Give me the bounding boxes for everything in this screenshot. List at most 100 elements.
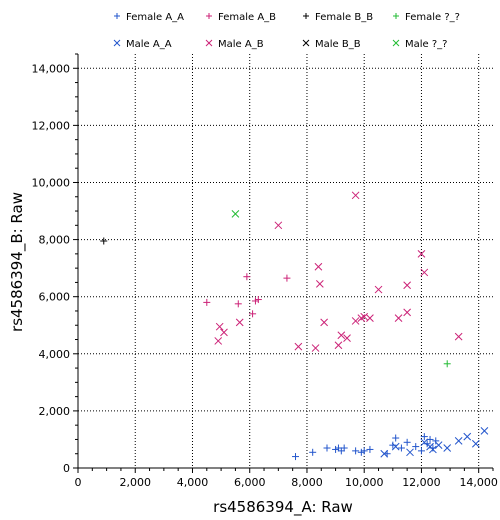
- data-point: [320, 318, 328, 327]
- data-point: [480, 427, 489, 435]
- data-point: [311, 344, 320, 352]
- data-point: [292, 453, 300, 461]
- data-point: [403, 438, 411, 446]
- data-point: [392, 434, 400, 442]
- legend-marker: [302, 39, 310, 47]
- data-point: [323, 444, 331, 452]
- data-point: [234, 300, 242, 308]
- data-point: [443, 444, 452, 452]
- data-point: [274, 221, 283, 230]
- grid: [78, 54, 493, 468]
- data-point: [380, 449, 389, 458]
- data-point: [360, 312, 369, 321]
- data-point: [283, 274, 291, 282]
- data-points: [100, 191, 489, 461]
- data-point: [366, 445, 374, 453]
- data-point: [332, 445, 340, 453]
- data-point: [389, 441, 397, 449]
- data-point: [337, 331, 346, 340]
- data-point: [249, 310, 257, 318]
- legend: Female A_A Female A_B Female B_B Female ?_?…: [113, 12, 460, 50]
- legend-label: Female ?_?: [405, 12, 460, 23]
- data-point: [215, 322, 224, 331]
- data-point: [203, 298, 211, 306]
- x-tick-label: 10,000: [345, 476, 384, 489]
- x-tick-label: 8,000: [291, 476, 323, 489]
- data-point: [340, 444, 348, 452]
- y-tick-label: 10,000: [32, 176, 71, 189]
- ticks: 0 2,000 4,000 6,000 8,000 10,000 12,000 14,000 0…: [32, 53, 498, 489]
- legend-label: Female A_B: [218, 12, 276, 23]
- x-tick-label: 12,000: [402, 476, 441, 489]
- y-tick-label: 0: [63, 462, 70, 475]
- data-point: [235, 318, 244, 327]
- data-point: [463, 432, 472, 441]
- data-point: [366, 314, 374, 322]
- data-point: [374, 285, 383, 294]
- data-point: [357, 448, 365, 456]
- data-point: [314, 262, 323, 271]
- legend-item: Male A_A: [113, 39, 172, 50]
- data-point: [243, 273, 251, 281]
- data-point: [352, 447, 360, 455]
- data-point: [220, 328, 228, 337]
- data-point: [420, 438, 429, 447]
- y-axis-label: rs4586394_B: Raw: [8, 192, 27, 332]
- legend-item: Female ?_?: [393, 12, 460, 23]
- legend-label: Female B_B: [315, 12, 373, 23]
- data-point: [309, 448, 317, 456]
- data-point: [471, 439, 480, 448]
- y-tick-label: 8,000: [39, 234, 71, 247]
- data-point: [432, 437, 440, 445]
- data-point: [294, 342, 303, 351]
- data-point: [315, 279, 324, 288]
- legend-item: Female A_B: [206, 12, 276, 23]
- data-point: [412, 443, 420, 451]
- y-tick-label: 12,000: [32, 119, 71, 132]
- data-point: [417, 250, 426, 258]
- legend-item: Male B_B: [302, 39, 361, 50]
- legend-marker: [114, 13, 120, 19]
- data-point: [403, 308, 411, 317]
- legend-label: Male A_A: [126, 39, 172, 50]
- data-point: [351, 317, 360, 325]
- data-point: [100, 237, 108, 245]
- data-point: [337, 447, 345, 455]
- data-point: [434, 441, 443, 450]
- legend-item: Female A_A: [114, 12, 184, 23]
- data-point: [391, 442, 400, 451]
- data-point: [254, 296, 262, 304]
- x-tick-label: 4,000: [177, 476, 209, 489]
- x-axis-label: rs4586394_A: Raw: [213, 498, 353, 517]
- x-tick-label: 14,000: [459, 476, 498, 489]
- data-point: [251, 297, 259, 305]
- plot-frame: [77, 54, 493, 469]
- data-point: [406, 448, 414, 457]
- data-point: [454, 332, 463, 341]
- y-tick-label: 4,000: [39, 348, 71, 361]
- data-point: [214, 337, 223, 345]
- legend-marker: [206, 13, 212, 19]
- data-point: [443, 360, 451, 368]
- data-point: [454, 437, 463, 445]
- legend-marker: [113, 39, 121, 47]
- data-point: [403, 281, 411, 290]
- data-point: [394, 314, 403, 322]
- legend-label: Female A_A: [126, 12, 184, 23]
- data-point: [420, 268, 429, 277]
- legend-item: Male ?_?: [392, 39, 447, 50]
- y-tick-label: 14,000: [32, 62, 71, 75]
- data-point: [343, 334, 351, 342]
- legend-marker: [205, 39, 213, 47]
- data-point: [417, 447, 425, 455]
- data-point: [429, 445, 437, 454]
- legend-label: Male ?_?: [405, 39, 447, 50]
- legend-label: Male A_B: [218, 39, 264, 50]
- x-tick-label: 6,000: [234, 476, 266, 489]
- legend-label: Male B_B: [315, 39, 361, 50]
- legend-marker: [303, 13, 309, 19]
- legend-item: Male A_B: [205, 39, 264, 50]
- data-point: [334, 341, 343, 350]
- data-point: [420, 433, 428, 441]
